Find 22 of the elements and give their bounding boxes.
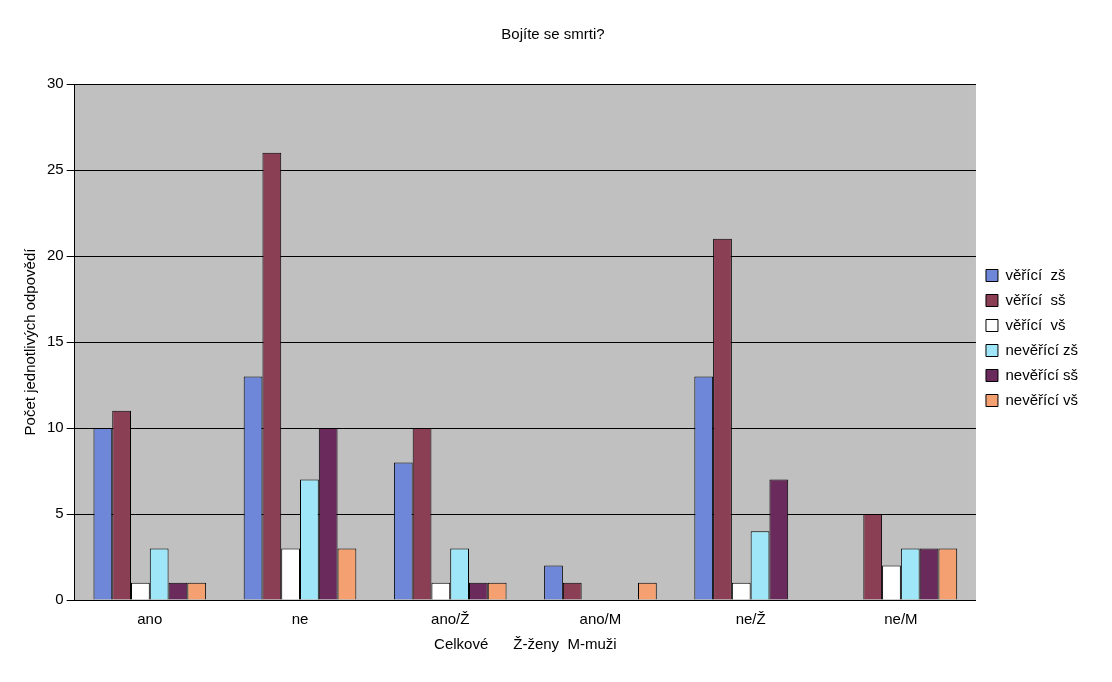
y-tick-label: 30: [47, 74, 64, 92]
x-tick-label: ano: [137, 610, 163, 628]
legend-label: nevěřící sš: [1005, 365, 1079, 383]
legend-label: nevěřící zš: [1005, 340, 1079, 358]
y-tick-label: 25: [47, 160, 64, 178]
y-tick-label: 5: [55, 504, 64, 522]
y-tick-label: 10: [47, 418, 64, 436]
x-tick-label: ne/Ž: [735, 610, 766, 628]
legend-label: věřící vš: [1005, 315, 1066, 333]
legend-label: věřící zš: [1005, 265, 1066, 283]
y-axis-title: Počet jednotlivých odpovědí: [21, 247, 39, 436]
y-tick-label: 20: [47, 246, 64, 264]
x-tick-label: ne/M: [884, 610, 918, 628]
y-tick-label: 0: [55, 590, 64, 608]
legend-label: věřící sš: [1005, 290, 1066, 308]
x-tick-label: ne: [291, 610, 309, 628]
chart-title: Bojíte se smrti?: [501, 25, 605, 43]
legend-label: nevěřící vš: [1005, 390, 1079, 408]
x-tick-label: ano/M: [579, 610, 622, 628]
x-tick-label: ano/Ž: [431, 610, 470, 628]
y-tick-label: 15: [47, 332, 64, 350]
x-axis-title: Celkové Ž-ženy M-muži: [434, 635, 617, 653]
